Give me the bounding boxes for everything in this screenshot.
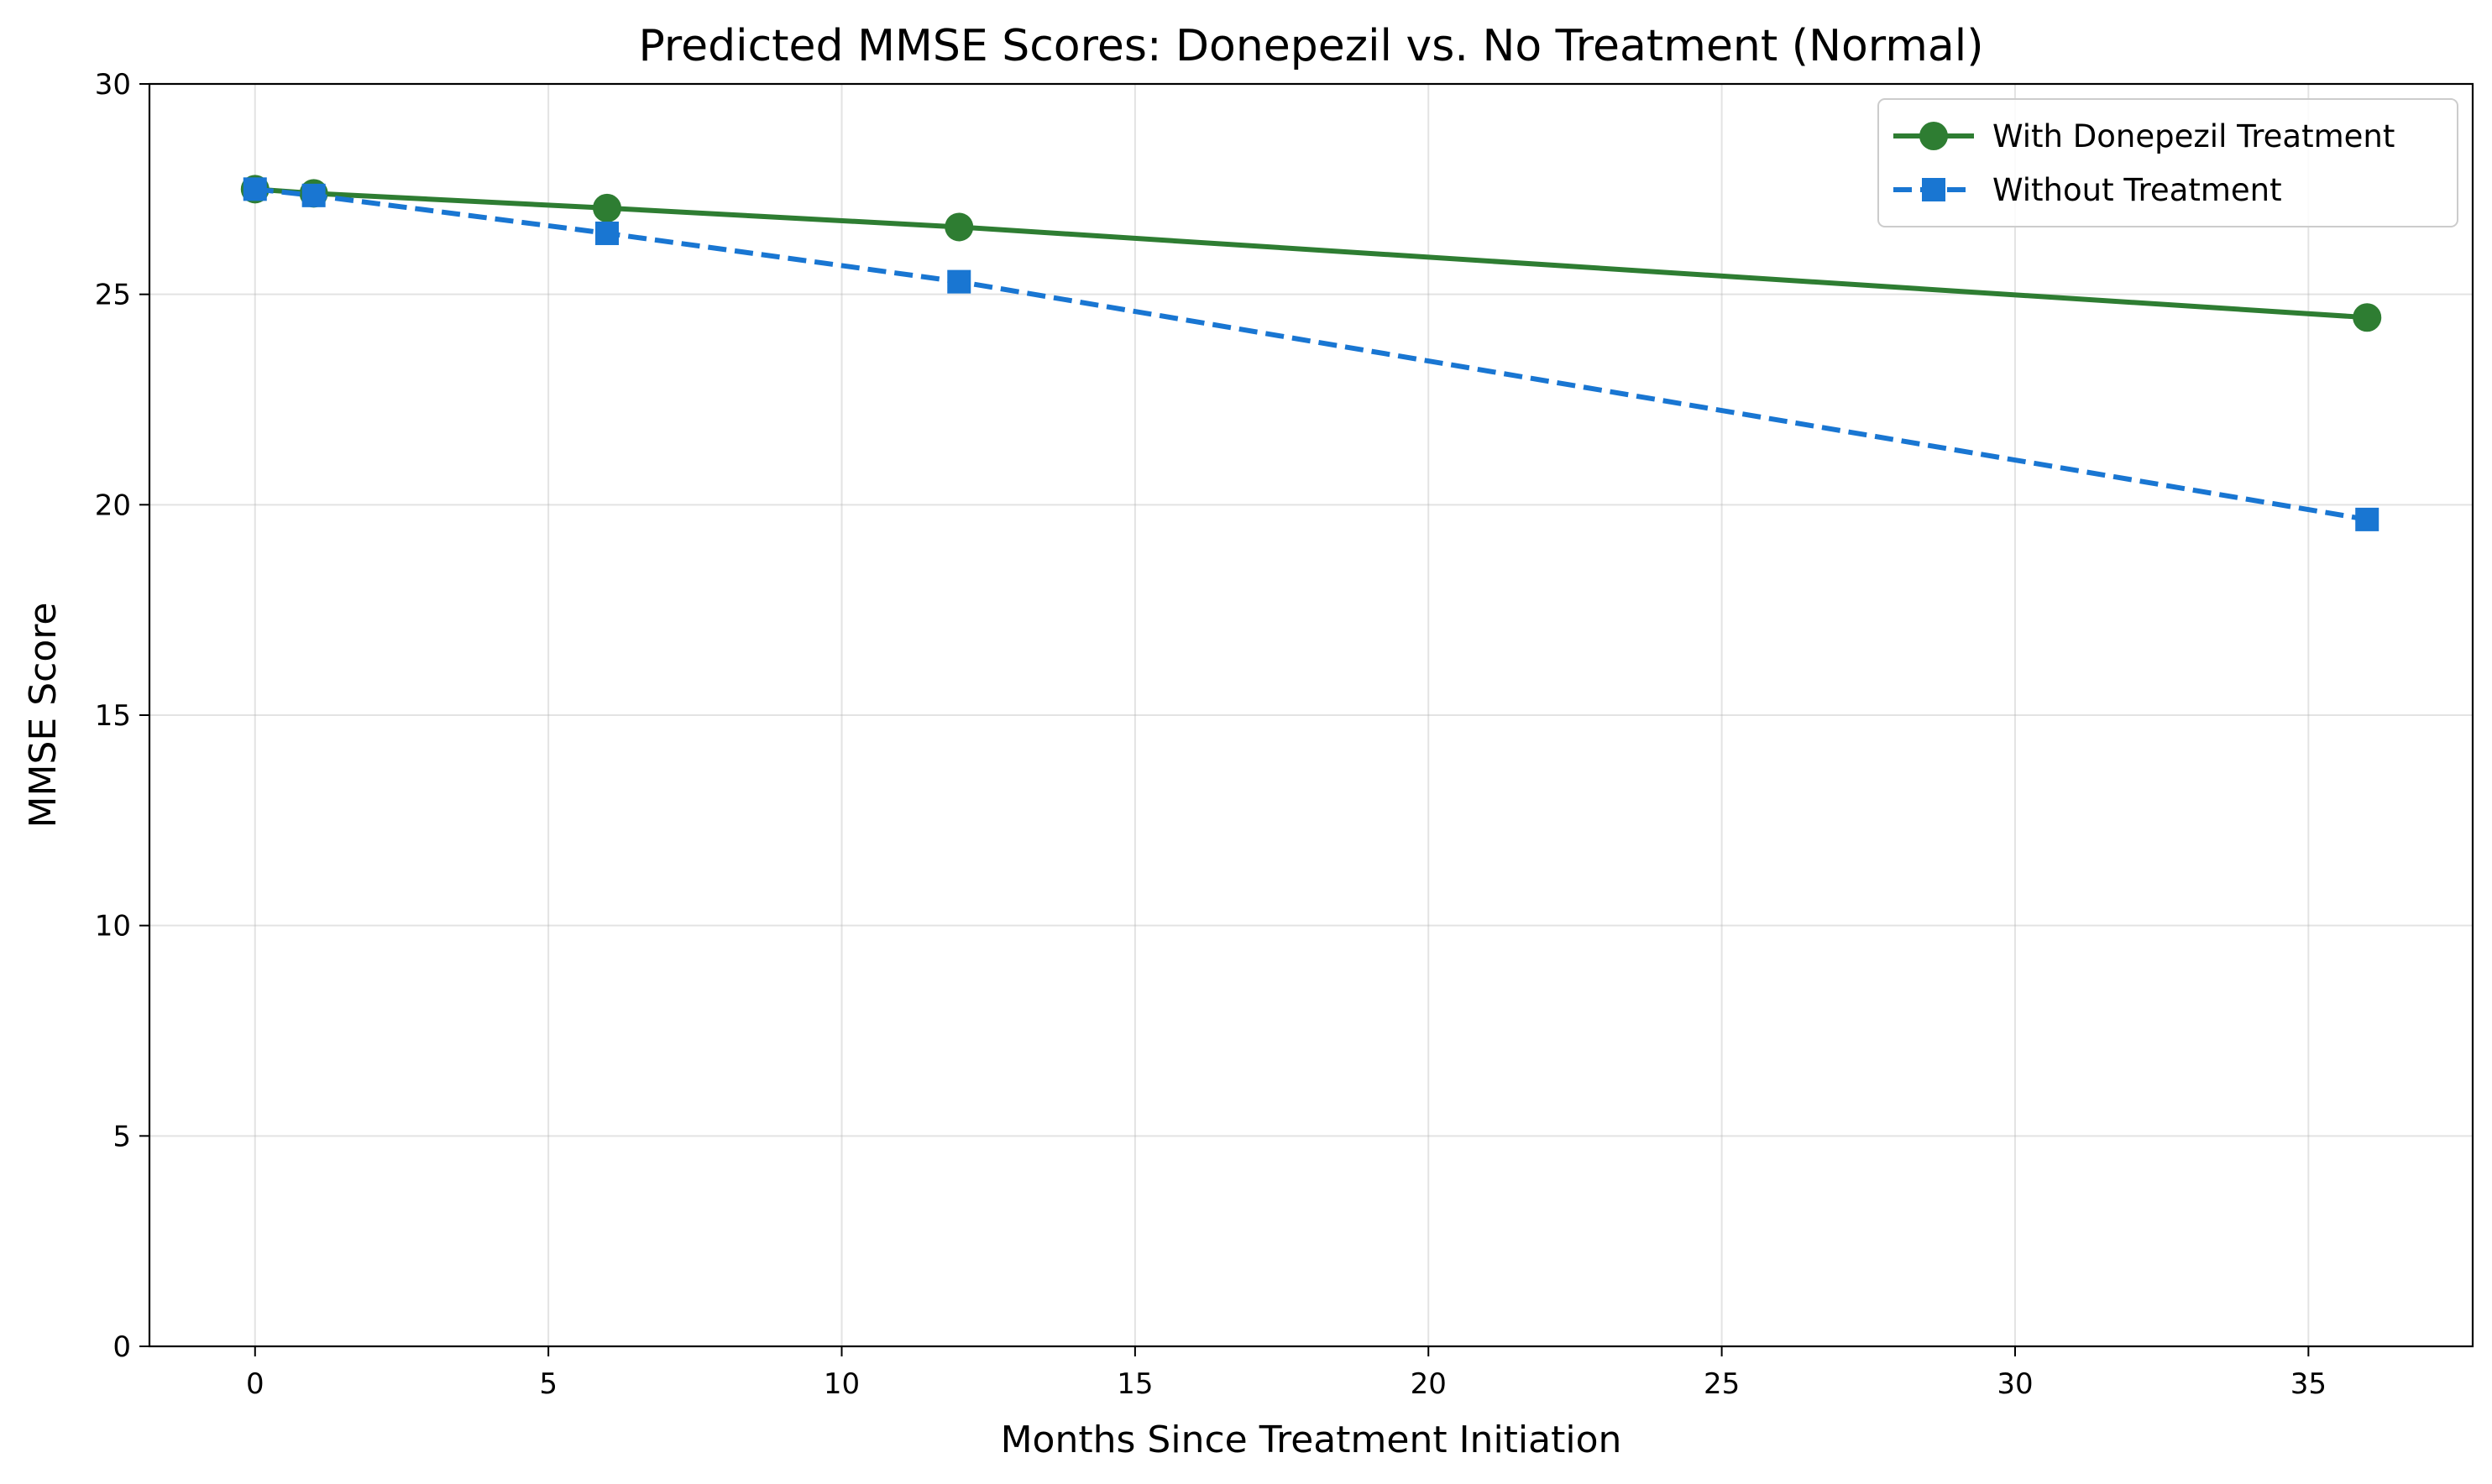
- y-tick-label: 0: [113, 1330, 131, 1364]
- legend-marker-donepezil: [1919, 122, 1948, 150]
- data-point-donepezil: [593, 193, 622, 222]
- series-layer: [240, 175, 2382, 531]
- y-tick-label: 15: [95, 699, 131, 733]
- data-point-no-treatment: [301, 183, 326, 207]
- data-point-no-treatment: [947, 269, 971, 294]
- legend-label-no-treatment: Without Treatment: [1992, 172, 2282, 208]
- y-tick-label: 10: [95, 910, 131, 943]
- y-axis-label: MMSE Score: [22, 603, 65, 828]
- data-point-no-treatment: [2355, 507, 2379, 531]
- x-tick-label: 0: [246, 1367, 264, 1401]
- y-tick-label: 5: [113, 1120, 131, 1153]
- y-tick-label: 20: [95, 489, 131, 522]
- legend-label-donepezil: With Donepezil Treatment: [1992, 118, 2395, 154]
- x-tick-label: 20: [1411, 1367, 1447, 1401]
- x-tick-label: 35: [2290, 1367, 2327, 1401]
- axis-ticks: 0 5 10 15 20 25 30 35 0 5 10 15 20 25 30: [95, 68, 2327, 1401]
- x-tick-label: 30: [1997, 1367, 2033, 1401]
- x-tick-label: 15: [1117, 1367, 1153, 1401]
- x-tick-label: 25: [1704, 1367, 1740, 1401]
- data-point-donepezil: [2353, 303, 2382, 332]
- chart-title: Predicted MMSE Scores: Donepezil vs. No …: [638, 21, 1983, 71]
- data-point-no-treatment: [595, 221, 620, 245]
- legend-box: [1877, 98, 2458, 227]
- legend-marker-no-treatment: [1922, 178, 1945, 201]
- data-point-donepezil: [945, 212, 974, 242]
- x-axis-label: Months Since Treatment Initiation: [1001, 1419, 1622, 1461]
- x-tick-label: 10: [824, 1367, 860, 1401]
- y-tick-label: 25: [95, 279, 131, 312]
- x-tick-label: 5: [539, 1367, 558, 1401]
- legend: With Donepezil Treatment Without Treatme…: [1877, 98, 2458, 227]
- data-point-no-treatment: [243, 177, 267, 201]
- y-tick-label: 30: [95, 68, 131, 102]
